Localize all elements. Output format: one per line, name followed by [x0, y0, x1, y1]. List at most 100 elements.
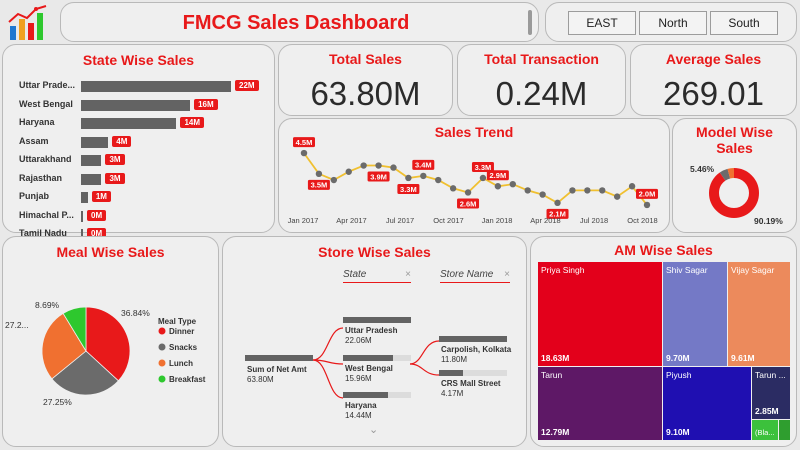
- meal-legend-item[interactable]: Breakfast: [169, 375, 206, 384]
- sales-trend-point[interactable]: [554, 199, 561, 207]
- sales-trend-card[interactable]: Sales Trend 4.5M 3.5M 3.9M 3.3M 3.4M 2.6M 3.3M…: [278, 118, 670, 233]
- state-slicer[interactable]: State ×: [343, 269, 411, 283]
- meal-wise-sales-card[interactable]: Meal Wise Sales 36.84% 27.25% 27.2... 8.69%…: [2, 236, 219, 447]
- state-bar[interactable]: [81, 192, 88, 203]
- state-bar[interactable]: [81, 136, 109, 148]
- clear-icon[interactable]: ×: [405, 269, 411, 280]
- state-bar[interactable]: [81, 229, 83, 240]
- treemap-cell[interactable]: Vijay Sagar 9.61M: [728, 262, 790, 366]
- model-donut-chart: 90.19% 5.46%: [690, 164, 783, 226]
- sales-trend-point[interactable]: [613, 193, 621, 200]
- meal-legend-item[interactable]: Lunch: [169, 359, 193, 368]
- sales-trend-title: Sales Trend: [434, 124, 514, 140]
- treemap-cell[interactable]: (Bla...: [752, 420, 778, 440]
- model-donut-slice[interactable]: [709, 168, 759, 218]
- sales-trend-point[interactable]: [375, 162, 382, 169]
- sales-trend-x-tick: Apr 2018: [530, 216, 560, 225]
- sales-trend-data-label: 3.4M: [415, 161, 432, 170]
- treemap-cell-name: Tarun ...: [755, 370, 786, 380]
- tree-node[interactable]: Haryana 14.44M: [345, 401, 377, 421]
- treemap-cell[interactable]: Tarun 12.79M: [538, 367, 662, 440]
- state-bar[interactable]: [81, 118, 177, 129]
- header-scrollbar[interactable]: [528, 10, 532, 35]
- kpi-title: Total Transaction: [484, 51, 599, 67]
- sales-trend-point[interactable]: [599, 187, 606, 194]
- sales-trend-point[interactable]: [479, 174, 487, 182]
- sales-trend-point[interactable]: [494, 183, 502, 190]
- treemap-cell-value: 12.79M: [541, 427, 570, 437]
- sales-trend-point[interactable]: [330, 176, 338, 184]
- sales-trend-x-tick: Jul 2017: [386, 216, 414, 225]
- meal-pie-slice[interactable]: [85, 306, 131, 382]
- sales-trend-point[interactable]: [449, 185, 457, 192]
- treemap-cell-value: 9.70M: [666, 353, 690, 363]
- meal-legend-item[interactable]: Snacks: [169, 343, 198, 352]
- treemap-cell-name: Shiv Sagar: [666, 265, 708, 275]
- meal-wise-sales-title: Meal Wise Sales: [56, 244, 165, 260]
- tree-node[interactable]: CRS Mall Street 4.17M: [441, 379, 501, 399]
- treemap-cell[interactable]: [779, 420, 790, 440]
- state-bar-data-label: 0M: [87, 228, 107, 239]
- sales-trend-point[interactable]: [405, 174, 412, 182]
- meal-legend-marker: [158, 343, 166, 351]
- tree-node[interactable]: Carpolish, Kolkata 11.80M: [441, 345, 511, 365]
- tree-node-value: 22.06M: [345, 336, 372, 345]
- tree-node[interactable]: Uttar Pradesh 22.06M: [345, 326, 397, 346]
- average-sales-card[interactable]: Average Sales 269.01: [630, 44, 797, 116]
- meal-pie-slice[interactable]: [51, 350, 119, 396]
- sales-trend-point[interactable]: [524, 187, 531, 194]
- sales-trend-point[interactable]: [569, 187, 576, 194]
- treemap-cell[interactable]: Priya Singh 18.63M: [538, 262, 662, 366]
- sales-trend-point[interactable]: [509, 180, 516, 188]
- sales-trend-data-label-bg: [412, 159, 435, 170]
- sales-trend-data-label: 3.9M: [370, 172, 387, 181]
- state-bar[interactable]: [81, 81, 231, 92]
- sales-trend-point[interactable]: [435, 176, 442, 184]
- kpi-title: Average Sales: [665, 51, 762, 67]
- sales-trend-data-label-bg: [471, 161, 494, 172]
- sales-trend-point[interactable]: [539, 191, 546, 198]
- meal-legend-title: Meal Type: [158, 317, 197, 326]
- meal-pie-slice[interactable]: [41, 312, 87, 380]
- state-bar[interactable]: [81, 173, 102, 185]
- sales-trend-point[interactable]: [420, 172, 427, 180]
- kpi-value: 63.80M: [310, 75, 421, 112]
- sales-trend-point[interactable]: [300, 149, 308, 157]
- sales-trend-point[interactable]: [584, 187, 591, 194]
- meal-legend-item[interactable]: Dinner: [169, 327, 194, 336]
- tree-node[interactable]: West Bengal 15.96M: [345, 364, 393, 384]
- meal-pie-data-label: 27.25%: [43, 397, 72, 407]
- sales-trend-data-label-bg: [486, 170, 509, 181]
- model-donut-slice[interactable]: [709, 168, 759, 218]
- tree-root-node[interactable]: Sum of Net Amt 63.80M: [247, 365, 307, 385]
- sales-trend-data-label: 2.0M: [639, 190, 656, 199]
- store-wise-sales-card[interactable]: Store Wise Sales State × Store Name × Su…: [222, 236, 527, 447]
- state-bar[interactable]: [81, 155, 102, 166]
- state-bar[interactable]: [81, 210, 83, 222]
- meal-pie-slice[interactable]: [62, 306, 87, 353]
- sales-trend-point[interactable]: [315, 170, 323, 178]
- am-wise-sales-card[interactable]: AM Wise Sales Priya Singh 18.63M Shiv Sa…: [530, 236, 797, 447]
- region-button-south[interactable]: South: [710, 11, 778, 35]
- treemap-cell[interactable]: Piyush 9.10M: [663, 367, 751, 440]
- clear-icon[interactable]: ×: [504, 269, 510, 280]
- sales-trend-point[interactable]: [643, 201, 651, 209]
- page-title: FMCG Sales Dashboard: [182, 12, 410, 34]
- sales-trend-point[interactable]: [464, 189, 472, 196]
- chevron-down-icon[interactable]: ⌄: [369, 424, 379, 436]
- region-button-east[interactable]: EAST: [568, 11, 636, 35]
- sales-trend-point[interactable]: [345, 168, 352, 175]
- region-button-north[interactable]: North: [639, 11, 707, 35]
- store-name-slicer[interactable]: Store Name ×: [440, 269, 510, 283]
- sales-trend-point[interactable]: [390, 164, 397, 171]
- sales-trend-point[interactable]: [628, 183, 636, 190]
- treemap-cell[interactable]: Tarun ... 2.85M: [752, 367, 790, 419]
- treemap-cell[interactable]: Shiv Sagar 9.70M: [663, 262, 727, 366]
- state-wise-sales-card[interactable]: State Wise Sales Uttar Prade... 22M West B…: [2, 44, 275, 240]
- total-sales-card[interactable]: Total Sales 63.80M: [278, 44, 453, 116]
- sales-trend-data-label: 3.5M: [311, 181, 328, 190]
- model-wise-sales-card[interactable]: Model Wise Sales 90.19% 5.46%: [672, 118, 797, 233]
- state-bar[interactable]: [81, 99, 191, 111]
- total-transaction-card[interactable]: Total Transaction 0.24M: [457, 44, 626, 116]
- sales-trend-point[interactable]: [360, 162, 367, 169]
